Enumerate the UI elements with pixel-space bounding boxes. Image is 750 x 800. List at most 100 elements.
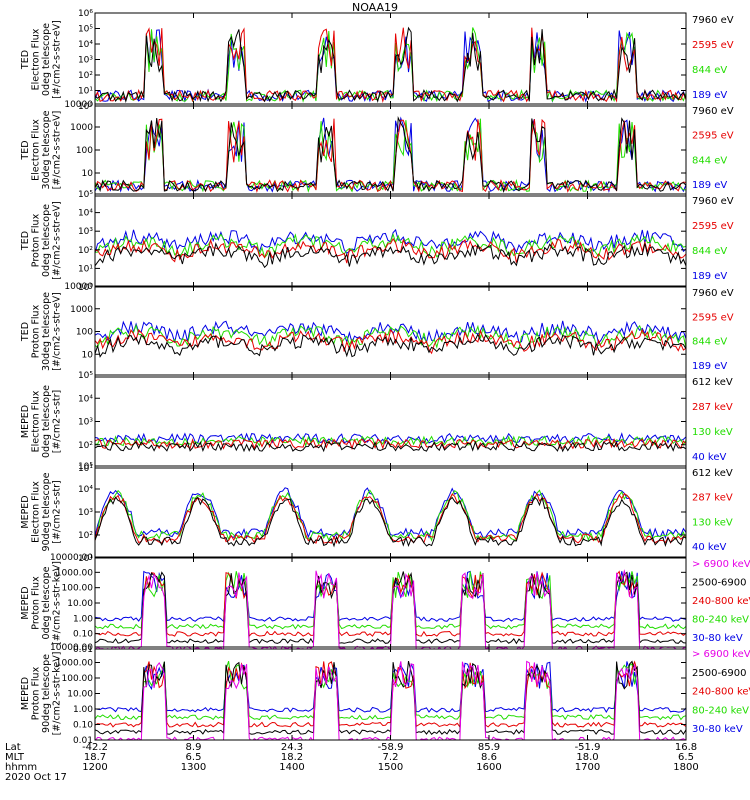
y-tick-label: 0.01 bbox=[73, 736, 93, 746]
series-line bbox=[95, 328, 686, 355]
legend-entry: 80-240 keV bbox=[692, 615, 749, 626]
y-tick-label: 100.00 bbox=[62, 674, 94, 684]
y-axis-label-line: TED bbox=[20, 50, 31, 70]
y-tick-label: 10⁰ bbox=[78, 283, 93, 293]
x-tick-label: 1800 bbox=[673, 762, 698, 773]
legend-entry: 40 keV bbox=[692, 542, 726, 553]
y-axis-label-line: 90deg telescope bbox=[41, 472, 52, 551]
x-tick-label: 1200 bbox=[82, 762, 107, 773]
x-axis-row-label: Lat bbox=[5, 742, 21, 753]
x-tick-label: 1300 bbox=[181, 762, 206, 773]
y-tick-label: 1000.00 bbox=[56, 568, 93, 578]
y-tick-label: 10² bbox=[78, 71, 93, 81]
legend-entry: 2500-6900 bbox=[692, 668, 747, 679]
y-axis-label-line: 30deg telescope bbox=[41, 292, 52, 371]
series-line bbox=[95, 437, 686, 451]
y-tick-label: 10 bbox=[82, 350, 94, 360]
x-tick-label: 6.5 bbox=[186, 752, 202, 763]
y-axis-label-line: Proton Flux bbox=[31, 666, 42, 720]
panel-4: TEDProton Flux30deg telescope[#/cm2-s-st… bbox=[20, 282, 734, 378]
x-tick-label: 18.2 bbox=[281, 752, 303, 763]
y-axis-label-line: MEPED bbox=[20, 495, 31, 528]
y-axis-label: TEDElectron Flux0deg telescope[#/cm2-s-s… bbox=[20, 20, 63, 99]
series-line bbox=[95, 333, 686, 358]
y-tick-label: 10¹ bbox=[78, 554, 93, 564]
y-axis-label-line: 30deg telescope bbox=[41, 110, 52, 189]
legend-entry: 240-800 keV bbox=[692, 687, 750, 698]
y-axis-label-line: 90deg telescope bbox=[41, 654, 52, 733]
legend-entry: 2595 eV bbox=[692, 312, 734, 323]
y-tick-label: 10.00 bbox=[67, 599, 93, 609]
series-line bbox=[95, 432, 686, 444]
series-line bbox=[95, 26, 686, 103]
y-tick-label: 10⁴ bbox=[78, 485, 93, 495]
y-axis-label: TEDProton Flux0deg telescope[#/cm2-s-str… bbox=[20, 201, 63, 280]
x-axis-row-label: hhmm bbox=[5, 762, 37, 773]
y-tick-label: 10¹ bbox=[78, 264, 93, 274]
legend-entry: 7960 eV bbox=[692, 288, 734, 299]
y-tick-label: 0.10 bbox=[73, 630, 93, 640]
plot-frame bbox=[94, 465, 687, 559]
panel-7: MEPEDProton Flux0deg telescope[#/cm2-s-s… bbox=[20, 553, 750, 655]
y-axis-label-line: Electron Flux bbox=[31, 390, 42, 452]
y-axis-label-line: [#/cm2-s-str-eV] bbox=[52, 201, 63, 280]
legend-entry: 287 keV bbox=[692, 493, 733, 504]
x-tick-label: 18.7 bbox=[84, 752, 106, 763]
chart-title: NOAA19 bbox=[351, 1, 399, 14]
series-line bbox=[95, 323, 686, 350]
data-traces bbox=[95, 26, 686, 104]
y-tick-label: 10³ bbox=[78, 508, 93, 518]
legend-entry: 30-80 keV bbox=[692, 724, 743, 735]
y-axis-label: TEDProton Flux30deg telescope[#/cm2-s-st… bbox=[20, 292, 63, 371]
y-axis-label-line: 0deg telescope bbox=[41, 566, 52, 639]
y-axis-label-line: [#/cm2-s-str-eV] bbox=[52, 292, 63, 371]
y-axis-label-line: Proton Flux bbox=[31, 304, 42, 358]
series-line bbox=[95, 440, 686, 453]
panel-2: TEDElectron Flux30deg telescope[#/cm2-s-… bbox=[20, 100, 734, 197]
series-line bbox=[95, 118, 686, 193]
plot-frame bbox=[94, 374, 687, 469]
y-tick-label: 100 bbox=[76, 146, 93, 156]
y-axis-label-line: Electron Flux bbox=[31, 481, 42, 543]
legend-entry: 80-240 keV bbox=[692, 705, 749, 716]
y-tick-label: 1.00 bbox=[73, 614, 93, 624]
y-axis-label-line: [#/cm2-s-str-keV] bbox=[52, 652, 63, 736]
y-tick-label: 10² bbox=[78, 246, 93, 256]
y-axis-label-line: Proton Flux bbox=[31, 213, 42, 267]
legend-entry: > 6900 keV bbox=[692, 559, 750, 570]
y-tick-label: 10000.00 bbox=[50, 553, 93, 563]
y-tick-label: 10⁴ bbox=[78, 209, 93, 219]
legend-entry: 844 eV bbox=[692, 155, 727, 166]
y-axis-label-line: Proton Flux bbox=[31, 576, 42, 630]
legend-entry: 7960 eV bbox=[692, 196, 734, 207]
y-axis-label-line: 0deg telescope bbox=[41, 204, 52, 277]
y-axis-label: MEPEDElectron Flux0deg telescope[#/cm2-s… bbox=[20, 385, 63, 458]
y-tick-label: 10¹ bbox=[78, 464, 93, 474]
series-line bbox=[95, 29, 686, 103]
x-axis-row-label: MLT bbox=[5, 752, 25, 763]
x-tick-label: -42.2 bbox=[82, 742, 108, 753]
legend-entry: 240-800 keV bbox=[692, 596, 750, 607]
legend-entry: 130 keV bbox=[692, 517, 733, 528]
series-line bbox=[95, 661, 686, 713]
y-axis-label-line: [#/cm2-s-str-eV] bbox=[52, 20, 63, 99]
legend-entry: 189 eV bbox=[692, 271, 727, 282]
x-tick-label: 18.0 bbox=[576, 752, 598, 763]
y-tick-label: 1000 bbox=[70, 123, 93, 133]
y-axis-label: MEPEDProton Flux0deg telescope[#/cm2-s-s… bbox=[20, 561, 63, 645]
data-traces bbox=[95, 660, 686, 740]
legend-entry: 2595 eV bbox=[692, 40, 734, 51]
series-line bbox=[95, 495, 686, 548]
series-line bbox=[95, 489, 686, 542]
y-tick-label: 10³ bbox=[78, 56, 93, 66]
y-axis-label-line: [#/cm2-s-str] bbox=[52, 480, 63, 543]
y-tick-label: 10² bbox=[78, 531, 93, 541]
x-axis: LatMLThhmm-42.218.712008.96.5130024.318.… bbox=[5, 742, 699, 783]
y-tick-label: 1000 bbox=[70, 305, 93, 315]
y-tick-label: 10000.00 bbox=[50, 643, 93, 653]
y-axis-label: TEDElectron Flux30deg telescope[#/cm2-s-… bbox=[20, 110, 63, 189]
legend-entry: 844 eV bbox=[692, 337, 727, 348]
y-axis-label-line: [#/cm2-s-str-eV] bbox=[52, 111, 63, 190]
y-tick-label: 10 bbox=[82, 169, 94, 179]
y-tick-label: 100 bbox=[76, 328, 93, 338]
